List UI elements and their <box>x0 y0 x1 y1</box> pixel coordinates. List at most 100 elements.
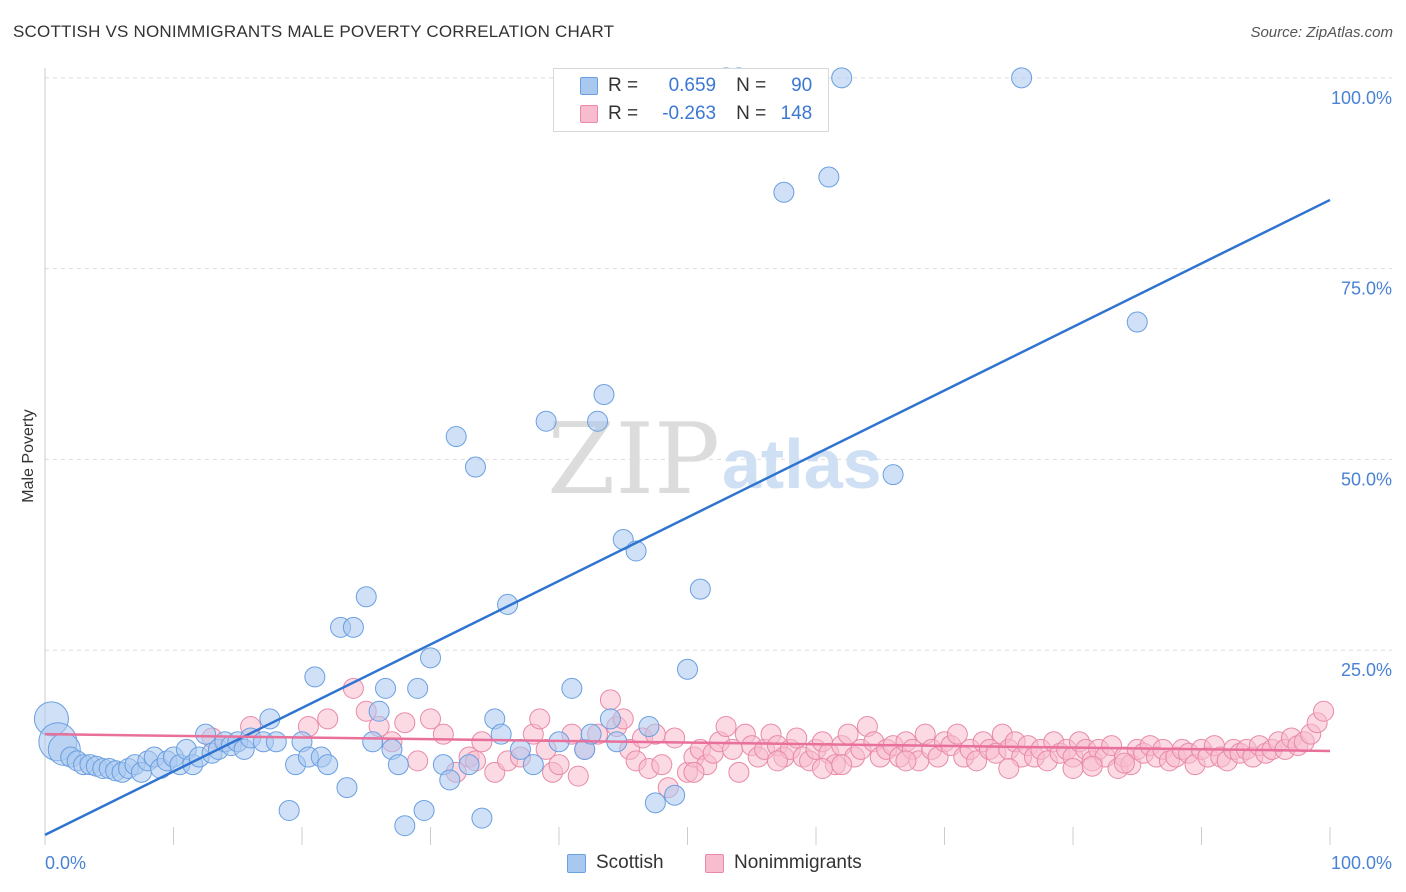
scottish-point <box>265 731 287 753</box>
scottish-point <box>587 410 609 432</box>
series-legend: Scottish Nonimmigrants <box>0 852 1406 876</box>
scottish-point <box>439 769 461 791</box>
scottish-point <box>413 799 435 821</box>
scottish-swatch <box>580 77 598 95</box>
scottish-point <box>464 456 486 478</box>
nonimmigrants-point <box>651 754 673 776</box>
nonimmigrants-swatch <box>580 105 598 123</box>
scottish-point <box>278 799 300 821</box>
nonimmigrants-point <box>394 712 416 734</box>
n-label: N = <box>736 75 767 96</box>
scottish-r-value: 0.659 <box>668 75 717 96</box>
scottish-point <box>336 777 358 799</box>
y-tick-label: 100.0% <box>1331 88 1392 108</box>
x-tick-label: 0.0% <box>45 853 86 873</box>
scottish-point <box>831 67 853 89</box>
scottish-point <box>599 708 621 730</box>
scottish-point <box>420 647 441 669</box>
scottish-point <box>497 593 519 615</box>
nonimmigrants-legend-label: Nonimmigrants <box>734 852 862 873</box>
nonimmigrants-point <box>831 754 853 776</box>
scottish-point <box>362 731 384 753</box>
nonimmigrants-point <box>567 765 589 787</box>
nonimmigrants-point <box>1062 757 1084 779</box>
nonimmigrants-point <box>548 754 570 776</box>
scottish-legend-label: Scottish <box>596 852 664 873</box>
scottish-point <box>471 807 493 829</box>
nonimmigrants-point <box>471 731 493 753</box>
trend-lines <box>44 198 1331 837</box>
scottish-point <box>195 723 217 745</box>
nonimmigrants-point <box>715 716 737 738</box>
scottish-point <box>644 792 666 814</box>
scottish-point <box>677 658 698 680</box>
scottish-point <box>522 754 544 776</box>
x-tick-label: 100.0% <box>1331 853 1392 873</box>
nonimmigrants-point <box>683 761 705 783</box>
scottish-point <box>458 754 480 776</box>
chart-source: Source: ZipAtlas.com <box>1250 24 1393 41</box>
nonimmigrants-trend-line <box>44 732 1331 753</box>
nonimmigrants-point <box>946 723 968 745</box>
r-label: R = <box>608 103 639 124</box>
scottish-point <box>1011 67 1033 89</box>
scottish-trend-line <box>44 198 1331 837</box>
scottish-point <box>882 464 904 486</box>
scottish-point <box>818 166 840 188</box>
scottish-point <box>342 616 364 638</box>
legend-row-nonimmigrants: R = -0.263 N = 148 <box>554 101 812 127</box>
nonimmigrants-point <box>664 727 686 749</box>
y-tick-label: 75.0% <box>1341 279 1392 299</box>
axis-labels: 25.0% 50.0% 75.0% 100.0% 0.0% 100.0% <box>45 88 1392 873</box>
scottish-point <box>355 586 377 608</box>
scottish-point <box>407 677 429 699</box>
scottish-n-value: 90 <box>791 75 813 96</box>
y-tick-label: 50.0% <box>1341 469 1392 489</box>
scottish-point <box>593 384 615 406</box>
nonimmigrants-point <box>432 723 454 745</box>
nonimmigrants-point <box>1313 700 1335 722</box>
scottish-legend-swatch <box>567 853 586 873</box>
scottish-point <box>580 723 602 745</box>
scottish-point <box>773 181 795 203</box>
nonimmigrants-point <box>728 761 750 783</box>
y-tick-label: 25.0% <box>1341 660 1392 680</box>
nonimmigrants-point <box>766 750 788 772</box>
scottish-point <box>368 700 390 722</box>
scottish-point <box>664 784 686 806</box>
nonimmigrants-point <box>1113 752 1135 774</box>
scottish-point <box>304 666 326 688</box>
nonimmigrants-point <box>317 708 339 730</box>
scottish-point <box>445 426 467 448</box>
scottish-point <box>387 754 409 776</box>
nonimmigrants-point <box>811 757 833 779</box>
scottish-point <box>394 815 416 837</box>
watermark-zip: ZIP <box>547 403 720 517</box>
chart-title: SCOTTISH VS NONIMMIGRANTS MALE POVERTY C… <box>13 22 615 41</box>
scottish-point <box>375 677 397 699</box>
y-axis-label: Male Poverty <box>20 409 37 502</box>
legend-item-scottish[interactable]: Scottish <box>567 852 664 874</box>
scottish-point <box>535 410 557 432</box>
nonimmigrants-point <box>529 708 551 730</box>
correlation-legend: R = 0.659 N = 90 R = -0.263 N = 148 <box>553 68 829 132</box>
scottish-point <box>638 716 660 738</box>
nonimmigrants-point <box>599 689 621 711</box>
scottish-point <box>689 578 711 600</box>
scottish-point <box>561 677 583 699</box>
scottish-point <box>1126 311 1148 333</box>
legend-row-scottish: R = 0.659 N = 90 <box>554 73 812 99</box>
nonimmigrants-point <box>895 750 917 772</box>
grid-lines <box>45 77 1392 651</box>
nonimmigrants-n-value: 148 <box>780 103 813 124</box>
r-label: R = <box>608 75 639 96</box>
nonimmigrants-point <box>420 708 441 730</box>
n-label: N = <box>736 103 767 124</box>
legend-item-nonimmigrants[interactable]: Nonimmigrants <box>705 852 862 874</box>
watermark-atlas: atlas <box>722 425 882 503</box>
nonimmigrants-legend-swatch <box>705 853 724 873</box>
nonimmigrants-r-value: -0.263 <box>662 103 717 124</box>
nonimmigrants-point <box>1081 755 1103 777</box>
scottish-point <box>317 754 339 776</box>
